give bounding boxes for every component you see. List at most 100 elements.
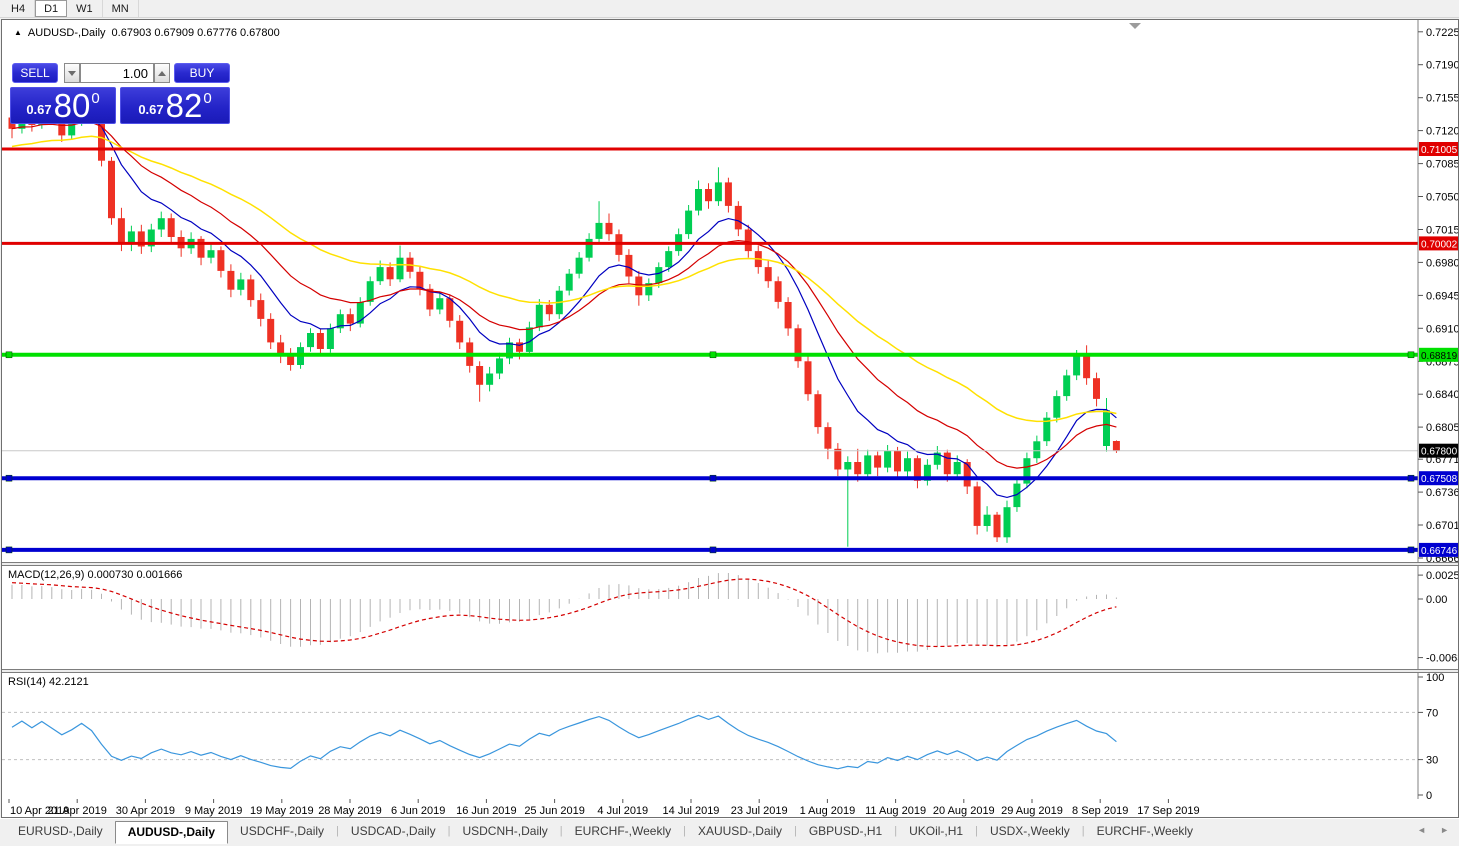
- chart-tab-usdchf-daily[interactable]: USDCHF-,Daily: [240, 824, 325, 838]
- tab-separator: |: [336, 825, 339, 837]
- macd-axis: 0.002574 0.00 -0.00632: [1418, 570, 1458, 665]
- tab-separator: |: [559, 825, 563, 837]
- sell-price-display[interactable]: 0.67 80 0: [10, 87, 116, 124]
- macd-signal-line: [11, 578, 1117, 648]
- sell-button[interactable]: SELL: [12, 63, 58, 83]
- chart-tab-usdx-weekly[interactable]: USDX-,Weekly: [989, 824, 1070, 838]
- svg-text:0.68819: 0.68819: [1421, 351, 1458, 362]
- macd-label: MACD(12,26,9) 0.000730 0.001666: [8, 569, 182, 581]
- svg-text:70: 70: [1426, 707, 1438, 719]
- window-splitter[interactable]: [2, 562, 1458, 566]
- svg-text:8 Sep 2019: 8 Sep 2019: [1072, 805, 1128, 817]
- volume-increase-button[interactable]: [154, 63, 170, 83]
- svg-text:9 May 2019: 9 May 2019: [185, 805, 242, 817]
- volume-decrease-button[interactable]: [64, 63, 80, 83]
- window-splitter[interactable]: [2, 669, 1458, 673]
- tab-separator: |: [793, 825, 797, 837]
- svg-text:0.71005: 0.71005: [1421, 145, 1458, 156]
- svg-text:6 Jun 2019: 6 Jun 2019: [391, 805, 445, 817]
- chart-tab-ukoil-h1[interactable]: UKOil-,H1: [909, 824, 964, 838]
- buy-price-point: 0: [203, 90, 212, 107]
- svg-text:100: 100: [1426, 673, 1444, 684]
- rsi-label: RSI(14) 42.2121: [8, 676, 89, 688]
- hline-handle: [1407, 474, 1415, 482]
- buy-price-display[interactable]: 0.67 82 0: [120, 87, 230, 124]
- svg-text:28 May 2019: 28 May 2019: [318, 805, 382, 817]
- buy-button[interactable]: BUY: [174, 63, 230, 83]
- timeframe-button-mn[interactable]: MN: [103, 0, 139, 17]
- tab-separator: |: [894, 825, 898, 837]
- svg-text:0.66746: 0.66746: [1421, 546, 1458, 557]
- svg-text:0.67800: 0.67800: [1421, 447, 1458, 458]
- svg-text:0.00: 0.00: [1426, 594, 1447, 606]
- triangle-up-icon: [158, 70, 166, 76]
- timeframe-button-h4[interactable]: H4: [2, 0, 36, 17]
- macd-indicator-canvas[interactable]: 0.002574 0.00 -0.00632: [2, 566, 1458, 669]
- svg-text:14 Jul 2019: 14 Jul 2019: [663, 805, 720, 817]
- tab-scroll-right-icon[interactable]: ►: [1440, 825, 1449, 835]
- chart-tab-usdcnh-daily[interactable]: USDCNH-,Daily: [462, 824, 548, 838]
- hline-handle: [1407, 546, 1415, 554]
- chart-tab-eurchf-weekly[interactable]: EURCHF-,Weekly: [1096, 824, 1194, 838]
- hline-handle: [709, 351, 717, 359]
- sell-price-pips: 80: [53, 87, 91, 124]
- chart-tab-audusd-daily[interactable]: AUDUSD-,Daily: [114, 821, 229, 844]
- tab-scroll-left-icon[interactable]: ◄: [1417, 825, 1427, 835]
- svg-text:-0.00632: -0.00632: [1426, 653, 1458, 665]
- svg-text:20 Aug 2019: 20 Aug 2019: [933, 805, 995, 817]
- volume-input[interactable]: 1.00: [80, 63, 154, 83]
- rsi-line: [11, 714, 1117, 770]
- timeframe-button-d1[interactable]: D1: [35, 0, 68, 17]
- chart-symbol-period: AUDUSD-,Daily: [27, 27, 106, 39]
- tab-separator: |: [447, 825, 451, 837]
- macd-signal-value: 0.001666: [136, 569, 183, 581]
- tab-separator: |: [683, 825, 686, 837]
- svg-text:30: 30: [1426, 755, 1438, 767]
- macd-histogram: [11, 573, 1117, 654]
- svg-text:23 Jul 2019: 23 Jul 2019: [731, 805, 788, 817]
- rsi-axis: 100 70 30 0: [1418, 673, 1444, 799]
- chart-title: ▲ AUDUSD-,Daily 0.67903 0.67909 0.67776 …: [14, 27, 280, 39]
- fast-ma: [11, 116, 1117, 499]
- chart-tab-xauusd-daily[interactable]: XAUUSD-,Daily: [697, 824, 782, 838]
- chart-tab-eurusd-daily[interactable]: EURUSD-,Daily: [18, 824, 103, 838]
- mid-ma: [11, 121, 1117, 469]
- chart-tab-gbpusd-h1[interactable]: GBPUSD-,H1: [808, 824, 883, 838]
- buy-price-pips: 82: [165, 87, 203, 124]
- chart-ohlc-values: 0.67903 0.67909 0.67776 0.67800: [111, 27, 280, 39]
- hline-handle: [5, 546, 13, 554]
- chart-tab-usdcad-daily[interactable]: USDCAD-,Daily: [350, 824, 436, 838]
- svg-text:17 Sep 2019: 17 Sep 2019: [1137, 805, 1199, 817]
- tab-separator: |: [975, 825, 978, 837]
- tab-scroll-arrows: ◄ ►: [1417, 826, 1449, 835]
- slow-ma: [11, 135, 1117, 423]
- timeframe-button-w1[interactable]: W1: [67, 0, 103, 17]
- sell-price-point: 0: [91, 90, 100, 107]
- svg-text:1 Aug 2019: 1 Aug 2019: [800, 805, 856, 817]
- hline-handle: [5, 351, 13, 359]
- hline-handle: [709, 546, 717, 554]
- triangle-down-icon: [68, 70, 76, 76]
- hline-handle: [5, 474, 13, 482]
- rsi-indicator-canvas[interactable]: 100 70 30 0: [2, 673, 1458, 799]
- svg-text:10 Apr 2019: 10 Apr 2019: [10, 805, 69, 817]
- chart-tab-eurchf-weekly[interactable]: EURCHF-,Weekly: [574, 824, 672, 838]
- rsi-value: 42.2121: [48, 676, 89, 688]
- buy-price-prefix: 0.67: [138, 102, 164, 117]
- svg-text:29 Aug 2019: 29 Aug 2019: [1001, 805, 1063, 817]
